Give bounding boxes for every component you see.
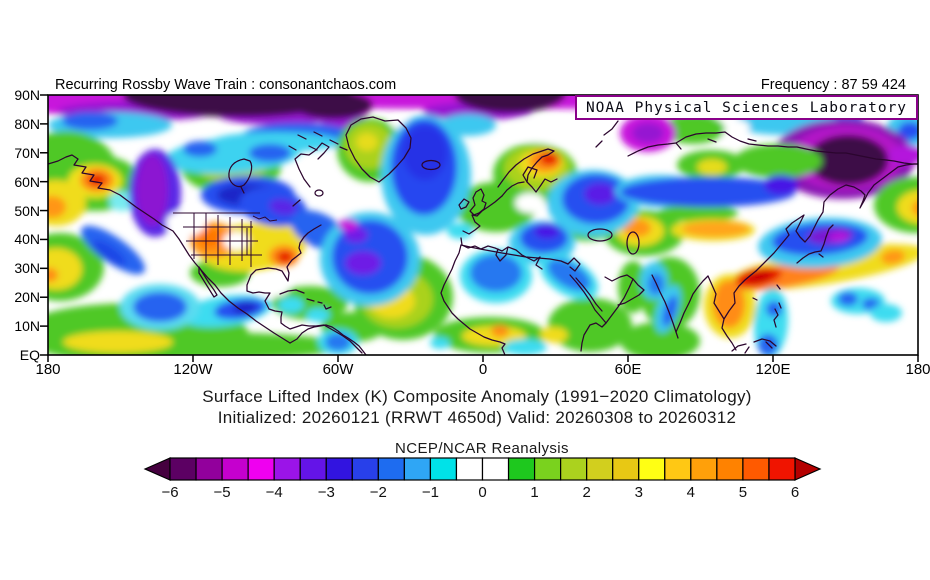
lat-tick-label: EQ [19,347,40,363]
lat-tick-label: 60N [14,173,40,190]
frequency-label: Frequency : 87 59 424 [760,77,906,93]
lat-tick-label: 20N [14,289,40,306]
colorbar-above-arrow [794,457,822,481]
plot-title-line2: Initialized: 20260121 (RRWT 4650d) Valid… [217,408,737,427]
svg-text:4: 4 [687,484,695,501]
axis-ticks [40,94,919,362]
svg-text:−3: −3 [318,484,335,501]
lon-tick-label: 120W [173,361,213,378]
colorbar-caption: NCEP/NCAR Reanalysis [395,440,569,457]
svg-text:−5: −5 [214,484,231,501]
lon-tick-label: 180 [35,361,61,378]
svg-text:−4: −4 [266,484,283,501]
svg-text:6: 6 [791,484,799,501]
plot-title-line1: Surface Lifted Index (K) Composite Anoma… [202,387,752,406]
us-state-borders [173,212,278,267]
svg-text:1: 1 [530,484,538,501]
lat-tick-label: 30N [14,260,40,277]
lon-tick-label: 60E [614,361,642,378]
anomaly-map [40,94,919,362]
lon-tick-label: 120E [755,361,791,378]
svg-text:5: 5 [739,484,747,501]
lat-tick-label: 10N [14,318,40,335]
coastlines [48,116,918,355]
colorbar-cells [143,457,822,481]
svg-text:0: 0 [478,484,486,501]
svg-text:3: 3 [635,484,643,501]
svg-text:−2: −2 [370,484,387,501]
svg-text:−6: −6 [161,484,178,501]
svg-text:−1: −1 [422,484,439,501]
colorbar-tick-labels: −6 −5 −4 −3 −2 −1 0 1 2 3 4 5 6 [161,484,799,501]
lat-tick-label: 80N [14,115,40,132]
noaa-overlay-label: NOAA Physical Sciences Laboratory [585,99,908,116]
colorbar-below-arrow [143,457,171,481]
lat-tick-label: 70N [14,144,40,161]
lat-tick-label: 50N [14,202,40,219]
lon-tick-label: 0 [478,361,488,378]
noaa-overlay-box: NOAA Physical Sciences Laboratory [575,95,918,120]
map-canvas [40,94,919,362]
lat-tick-label: 40N [14,231,40,248]
lat-tick-label: 90N [14,87,40,103]
lon-tick-label: 180 [905,361,930,378]
colorbar: −6 −5 −4 −3 −2 −1 0 1 2 3 4 5 6 [143,457,822,501]
header-left-title: Recurring Rossby Wave Train : consonantc… [55,77,397,93]
svg-text:2: 2 [582,484,590,501]
lon-tick-label: 60W [322,361,354,378]
